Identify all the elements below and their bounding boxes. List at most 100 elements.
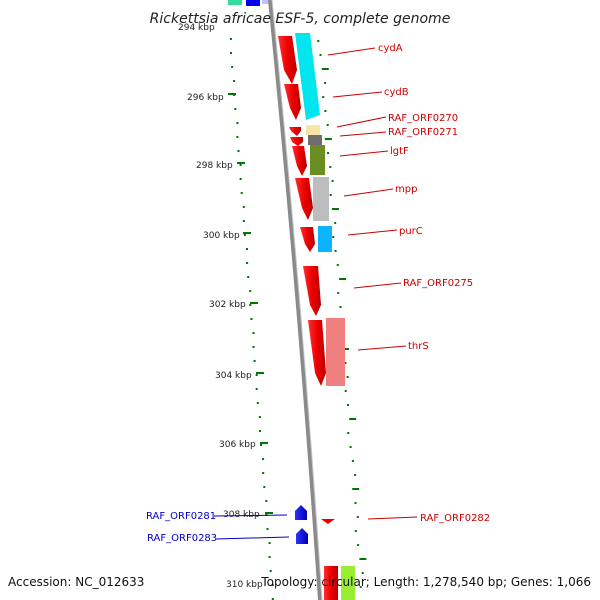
- gc-dot: [339, 306, 342, 308]
- gc-dot: [246, 262, 249, 264]
- gc-dot: [247, 276, 250, 278]
- gene-label[interactable]: mpp: [395, 184, 417, 195]
- gc-dot: [249, 290, 252, 292]
- gc-dot: [268, 542, 271, 544]
- gc-dot: [346, 376, 349, 378]
- leader-lines: [327, 47, 418, 520]
- gc-dot: [331, 180, 334, 182]
- tick-label: 304 kbp: [215, 371, 252, 381]
- gc-dot: [256, 402, 259, 404]
- gc-dot: [344, 362, 347, 364]
- tick-label: 302 kbp: [209, 300, 246, 310]
- gc-dot: [347, 404, 349, 406]
- gc-dot: [252, 332, 255, 334]
- gc-dot: [321, 68, 329, 70]
- gc-dot: [349, 418, 357, 420]
- gene-label[interactable]: cydA: [378, 43, 403, 54]
- gc-dot: [239, 178, 242, 180]
- gc-dot: [324, 82, 327, 84]
- gc-dot: [334, 250, 337, 252]
- tick-label: 306 kbp: [219, 440, 256, 450]
- gc-dot: [229, 38, 232, 40]
- gc-dot: [326, 124, 329, 126]
- gc-dot: [262, 458, 265, 460]
- gene-arrow: [303, 266, 321, 316]
- gc-dot: [271, 584, 274, 586]
- gc-dot: [260, 444, 262, 446]
- gene-label[interactable]: purC: [399, 226, 423, 237]
- gc-dot: [319, 54, 322, 56]
- gene-label[interactable]: RAF_ORF0271: [388, 127, 458, 138]
- gene-arrow: [296, 528, 308, 544]
- gc-dot: [255, 374, 258, 376]
- gc-dot: [237, 150, 240, 152]
- gc-dot: [239, 164, 242, 166]
- position-ticks: 296 kbp 298 kbp 300 kbp 302 kbp 304 kbp …: [187, 93, 273, 590]
- gc-dot: [258, 416, 261, 418]
- gene-arrow: [284, 84, 301, 120]
- gc-dot: [255, 388, 258, 390]
- gene-label[interactable]: thrS: [408, 341, 429, 352]
- gene-labels: cydA cydB RAF_ORF0270 RAF_ORF0271 lgtF m…: [146, 43, 490, 544]
- cog-block: [306, 125, 320, 135]
- gc-dot: [242, 220, 245, 222]
- leader-lines-left: [213, 514, 290, 540]
- gc-dot: [354, 474, 357, 476]
- tick-label: 298 kbp: [196, 161, 233, 171]
- gene-label[interactable]: cydB: [384, 87, 409, 98]
- gene-label[interactable]: RAF_ORF0275: [403, 278, 473, 289]
- gc-dot: [246, 248, 248, 250]
- gc-dot: [361, 572, 364, 574]
- gc-dot: [234, 108, 237, 110]
- gc-dot: [250, 318, 253, 320]
- gc-dot: [344, 390, 347, 392]
- gc-dot: [331, 208, 339, 210]
- gene-label[interactable]: RAF_ORF0270: [388, 113, 458, 124]
- gc-dot: [359, 558, 367, 560]
- gene-arrow: [300, 227, 315, 252]
- gene-label[interactable]: RAF_ORF0283: [147, 533, 217, 544]
- gene-arrow: [295, 178, 313, 220]
- cog-block: [318, 226, 332, 252]
- gc-dot: [349, 446, 352, 448]
- gc-dot: [231, 66, 234, 68]
- gc-dot: [352, 488, 360, 490]
- gc-dot: [354, 502, 357, 504]
- gc-dot: [236, 122, 239, 124]
- gene-label[interactable]: RAF_ORF0282: [420, 513, 490, 524]
- gc-dot: [265, 500, 268, 502]
- gc-dot: [327, 152, 330, 154]
- gc-dot: [243, 234, 246, 236]
- gene-label[interactable]: RAF_ORF0281: [146, 511, 216, 522]
- cog-block: [310, 145, 325, 175]
- gc-dot: [240, 192, 243, 194]
- gc-dot: [322, 96, 325, 98]
- gc-dot: [252, 346, 255, 348]
- gc-dot: [329, 194, 332, 196]
- gc-dot: [253, 360, 256, 362]
- gene-arrow: [292, 146, 307, 176]
- cog-block: [313, 177, 329, 221]
- gene-arrow: [295, 505, 307, 520]
- gc-dot: [324, 138, 332, 140]
- gene-arrow: [308, 320, 326, 386]
- forward-genes: [278, 36, 338, 600]
- tick-label: 308 kbp: [223, 510, 260, 520]
- gc-dot: [324, 110, 327, 112]
- gc-dot: [336, 264, 339, 266]
- gc-dot: [332, 236, 335, 238]
- map-title: Rickettsia africae ESF-5, complete genom…: [150, 11, 451, 27]
- gc-dot: [266, 528, 269, 530]
- genome-backbone: [268, 0, 322, 600]
- gc-dot: [334, 222, 337, 224]
- gc-dot: [271, 598, 274, 600]
- cog-block: [295, 33, 320, 120]
- gc-dot: [230, 52, 232, 54]
- gc-dot: [259, 430, 261, 432]
- gene-label[interactable]: lgtF: [390, 146, 409, 157]
- cog-blocks: [295, 33, 355, 600]
- gc-dot: [233, 80, 236, 82]
- tick-label: 300 kbp: [203, 231, 240, 241]
- gc-dot: [337, 292, 340, 294]
- gc-dot: [242, 206, 245, 208]
